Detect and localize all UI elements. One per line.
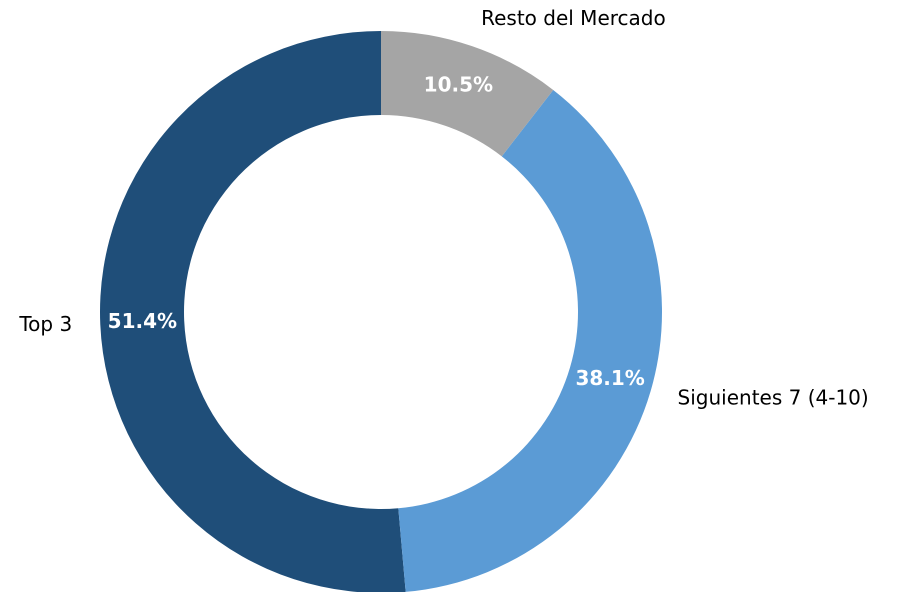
donut-slice — [398, 89, 663, 592]
value-label: 38.1% — [575, 366, 644, 390]
donut-slice — [100, 31, 406, 592]
slice-label: Siguientes 7 (4-10) — [678, 386, 869, 410]
slice-label: Resto del Mercado — [481, 6, 666, 30]
value-label: 51.4% — [108, 309, 177, 333]
value-label: 10.5% — [424, 73, 493, 97]
donut-slice — [381, 31, 554, 157]
slice-label: Top 3 — [18, 312, 72, 336]
